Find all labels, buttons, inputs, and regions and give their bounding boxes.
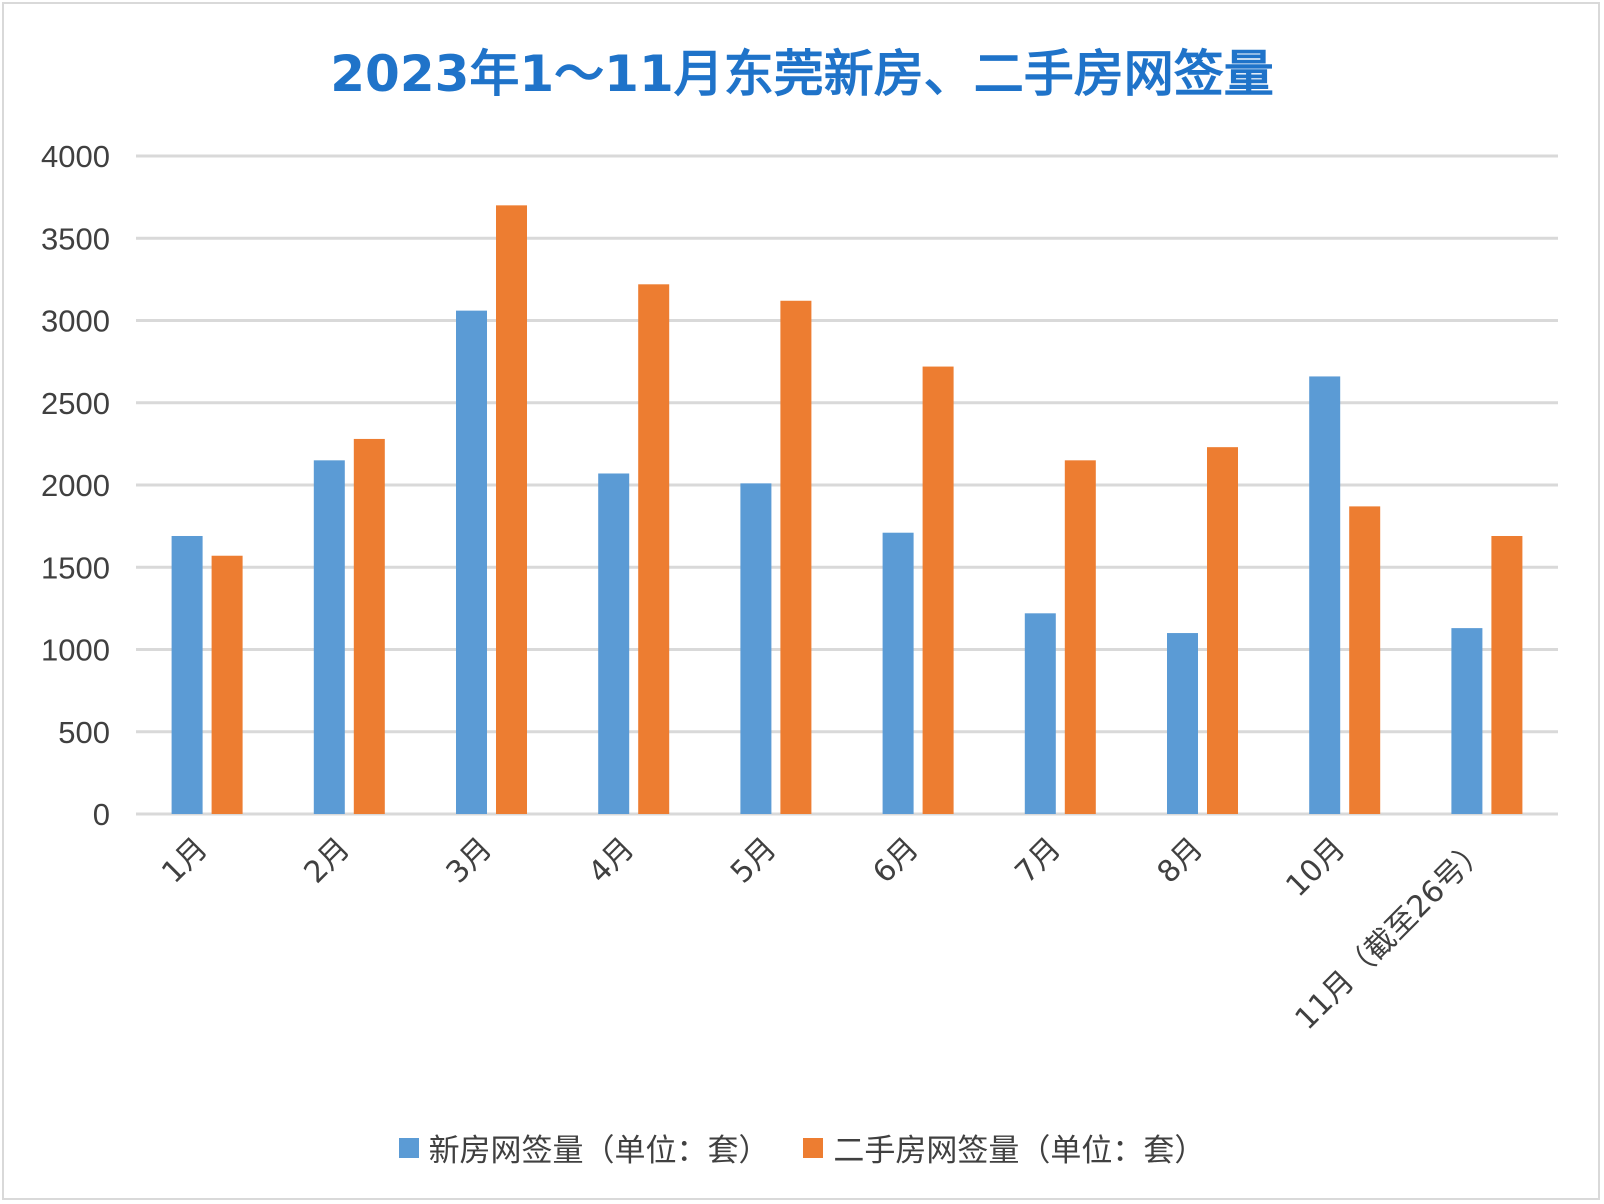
legend-item-new-house: 新房网签量（单位：套） [398, 1125, 770, 1170]
bar-new-house-1 [171, 535, 203, 814]
y-axis: 0 500 1000 1500 2000 2500 3000 3500 4000 [41, 139, 110, 832]
bar-second-hand-6 [922, 366, 954, 814]
x-tick-label: 3月 [440, 831, 499, 890]
y-tick-label: 1500 [41, 550, 110, 585]
y-tick-label: 2500 [41, 386, 110, 421]
y-tick-label: 4000 [41, 139, 110, 174]
x-tick-label: 10月 [1279, 831, 1352, 904]
bar-second-hand-8 [1207, 447, 1238, 814]
bar-second-hand-4 [638, 284, 670, 814]
x-tick-label: 7月 [1008, 831, 1067, 890]
x-tick-label: 5月 [724, 831, 783, 890]
y-tick-label: 3500 [41, 221, 110, 256]
bar-new-house-6 [882, 532, 914, 814]
legend-item-second-hand: 二手房网签量（单位：套） [803, 1125, 1205, 1170]
x-tick-label: 2月 [297, 831, 356, 890]
bar-new-house-8 [1167, 633, 1198, 814]
bars [171, 205, 1523, 815]
bar-new-house-7 [1024, 613, 1056, 814]
y-tick-label: 3000 [41, 304, 110, 339]
legend-label-second-hand: 二手房网签量（单位：套） [833, 1133, 1206, 1169]
bar-new-house-10 [1451, 628, 1483, 814]
legend-label-new-house: 新房网签量（单位：套） [428, 1133, 770, 1169]
grid-lines [136, 154, 1558, 816]
bar-second-hand-10 [1491, 535, 1523, 814]
bar-second-hand-2 [353, 438, 385, 814]
y-tick-label: 1000 [41, 633, 110, 668]
x-tick-label: 4月 [582, 831, 641, 890]
bar-new-house-2 [313, 460, 345, 814]
bar-second-hand-9 [1349, 506, 1381, 814]
legend-swatch-new-house [398, 1137, 419, 1158]
bar-second-hand-7 [1064, 460, 1096, 814]
y-tick-label: 0 [93, 797, 110, 832]
bar-new-house-3 [456, 310, 487, 814]
y-tick-label: 2000 [41, 468, 110, 503]
bar-new-house-4 [598, 473, 630, 814]
x-tick-label: 6月 [866, 831, 925, 890]
legend-swatch-second-hand [803, 1137, 824, 1158]
y-tick-label: 500 [58, 715, 110, 750]
legend: 新房网签量（单位：套） 二手房网签量（单位：套） [0, 1125, 1604, 1170]
bar-second-hand-3 [496, 205, 527, 815]
bar-new-house-9 [1309, 376, 1341, 814]
bar-new-house-5 [740, 483, 772, 814]
bar-second-hand-1 [211, 555, 243, 814]
bar-second-hand-5 [780, 300, 812, 814]
x-tick-label: 8月 [1151, 831, 1210, 890]
x-tick-label: 1月 [155, 831, 214, 890]
chart-title: 2023年1～11月东莞新房、二手房网签量 [330, 45, 1274, 103]
